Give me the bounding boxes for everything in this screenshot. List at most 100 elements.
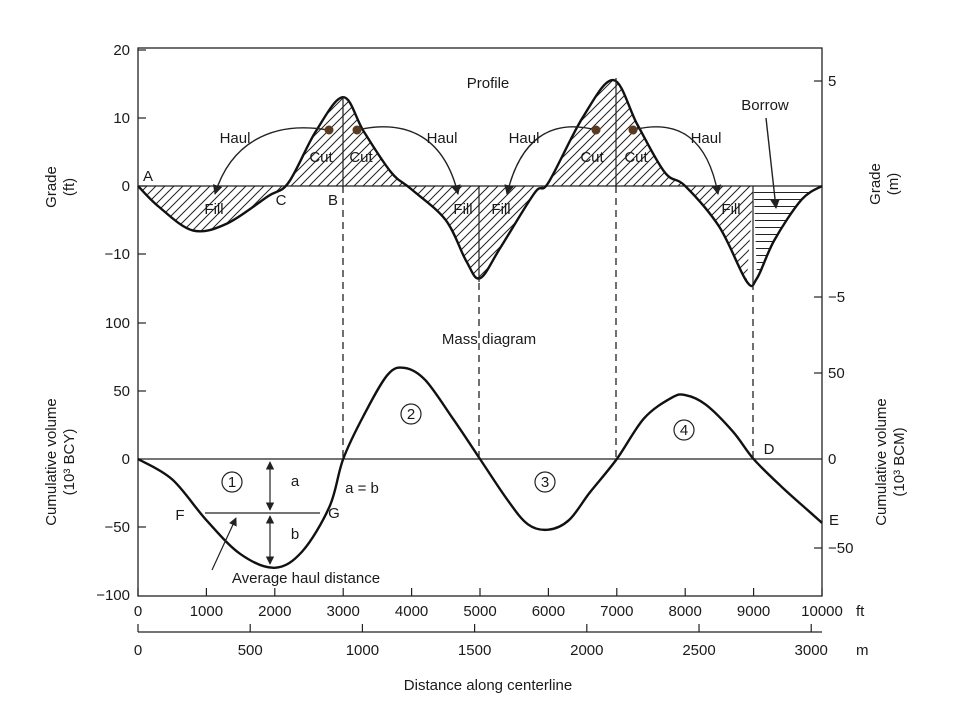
tick-label-left-100: 100 [105, 315, 130, 332]
haul-dots [324, 125, 638, 135]
right-mass-axis-title-2: (10³ BCM) [891, 427, 908, 496]
fill-label-1: Fill [204, 201, 223, 218]
cut-label-1: Cut [309, 149, 333, 166]
x-axis-m-unit: m [856, 642, 869, 659]
right-profile-axis-title-2: (m) [885, 173, 902, 196]
left-mass-axis-title-2: (10³ BCY) [61, 429, 78, 496]
tick-label-left-50: 50 [113, 383, 130, 400]
profile-curve [137, 78, 823, 288]
x-ft-tick-label: 6000 [532, 603, 565, 620]
point-f: F [175, 507, 184, 524]
tick-label-left-0: 0 [122, 178, 130, 195]
x-m-tick-label: 2500 [682, 642, 715, 659]
haul-arrow-3 [504, 126, 597, 195]
label-a-eq-b: a = b [345, 480, 379, 497]
point-e: E [829, 512, 839, 529]
borrow-arrow [765, 117, 780, 209]
circle-4 [673, 419, 695, 441]
haul-dot-3 [591, 125, 601, 135]
circle-1 [221, 471, 243, 493]
x-axis-m-ticks: 0 500 1000 1500 2000 2500 3000 [134, 624, 828, 659]
left-profile-axis-title: Grade (ft) [43, 166, 78, 208]
tick-label-left-20: 20 [113, 42, 130, 59]
tick-label-right-m5: −5 [828, 289, 845, 306]
mass-title: Mass diagram [442, 331, 536, 348]
x-ft-tick-label: 5000 [463, 603, 496, 620]
haul-arrows [212, 117, 780, 209]
circle-3-label: 3 [541, 474, 549, 491]
tick-label-right-50: 50 [828, 365, 845, 382]
mass-curve [137, 366, 823, 570]
x-ft-tick-label: 0 [134, 603, 142, 620]
x-ft-tick-label: 1000 [190, 603, 223, 620]
haul-dot-4 [628, 125, 638, 135]
haul-dot-1 [324, 125, 334, 135]
cut-label-3: Cut [580, 149, 604, 166]
point-d: D [764, 441, 775, 458]
tick-label-right-0: 0 [828, 451, 836, 468]
x-axis-ft-unit: ft [856, 603, 865, 620]
x-m-tick-label: 500 [238, 642, 263, 659]
right-profile-axis-title-1: Grade [867, 163, 884, 205]
x-ft-tick-label: 2000 [258, 603, 291, 620]
cut-label-2: Cut [349, 149, 373, 166]
dashed-guides [342, 186, 754, 459]
left-profile-axis-title-1: Grade [43, 166, 60, 208]
x-ft-tick-label: 9000 [737, 603, 770, 620]
left-axis-ticks [138, 49, 822, 549]
haul-dot-2 [352, 125, 362, 135]
tick-label-right-5: 5 [828, 73, 836, 90]
profile-cut-fill-regions [138, 80, 754, 282]
haul-label-3: Haul [509, 130, 540, 147]
borrow-region [753, 186, 822, 279]
cut-fill-hatch [138, 80, 754, 282]
label-a: a [291, 473, 300, 490]
x-m-tick-label: 1500 [458, 642, 491, 659]
x-ft-tick-label: 10000 [801, 603, 843, 620]
haul-arrow-1 [212, 127, 329, 195]
average-haul-label: Average haul distance [232, 570, 380, 587]
fill-label-2: Fill [453, 201, 472, 218]
tick-label-left-m10: −10 [105, 246, 130, 263]
x-m-tick-label: 0 [134, 642, 142, 659]
haul-label-1: Haul [220, 130, 251, 147]
circle-4-label: 4 [680, 422, 688, 439]
profile-title: Profile [467, 75, 510, 92]
tick-label-left-m100: −100 [96, 587, 130, 604]
haul-label-2: Haul [427, 130, 458, 147]
haul-arrow-4 [632, 126, 722, 195]
left-mass-axis-title-1: Cumulative volume [43, 398, 60, 526]
fill-label-4: Fill [721, 201, 740, 218]
point-a: A [143, 168, 153, 185]
x-m-tick-label: 1000 [346, 642, 379, 659]
x-ft-tick-label: 4000 [395, 603, 428, 620]
x-ft-tick-label: 8000 [669, 603, 702, 620]
average-haul-pointer [211, 517, 237, 571]
right-mass-axis-title: Cumulative volume (10³ BCM) [873, 398, 908, 526]
x-ft-tick-label: 7000 [600, 603, 633, 620]
x-ft-tick-label: 3000 [327, 603, 360, 620]
circle-3 [534, 471, 556, 493]
x-m-tick-label: 2000 [570, 642, 603, 659]
fill-label-3: Fill [491, 201, 510, 218]
point-g: G [328, 505, 340, 522]
point-b: B [328, 192, 338, 209]
label-b: b [291, 526, 299, 543]
x-axis-ft-ticks: 0 1000 2000 3000 4000 5000 6000 7000 8000 9000 100… [134, 588, 843, 620]
tick-label-left-m50: −50 [105, 519, 130, 536]
tick-label-left-mass-0: 0 [122, 451, 130, 468]
left-mass-axis-title: Cumulative volume (10³ BCY) [43, 398, 78, 526]
tick-label-left-10: 10 [113, 110, 130, 127]
haul-label-4: Haul [691, 130, 722, 147]
borrow-label: Borrow [741, 97, 789, 114]
region-circles [221, 403, 695, 493]
circle-2 [400, 403, 422, 425]
x-axis-title: Distance along centerline [404, 677, 572, 694]
left-profile-axis-title-2: (ft) [61, 178, 78, 196]
haul-arrow-2 [356, 126, 461, 195]
circle-2-label: 2 [407, 406, 415, 423]
tick-label-right-m50: −50 [828, 540, 853, 557]
point-c: C [276, 192, 287, 209]
circle-1-label: 1 [228, 474, 236, 491]
